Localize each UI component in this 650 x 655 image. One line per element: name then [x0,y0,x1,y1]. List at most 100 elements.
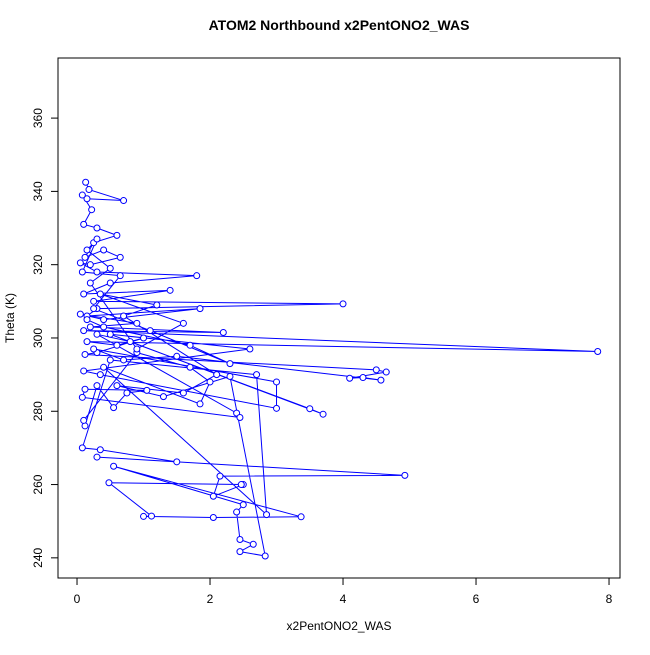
data-point [173,458,181,466]
data-point [83,316,91,324]
data-point [100,323,108,331]
data-point [237,481,245,489]
data-point [80,290,88,298]
data-point [81,253,89,261]
data-point [179,389,187,397]
data-point [83,338,91,346]
data-point [166,286,174,294]
data-point [382,368,390,376]
data-point [78,191,86,199]
data-point [120,312,128,320]
data-point [196,400,204,408]
data-point [93,268,101,276]
data-point [86,261,94,269]
data-point [80,367,88,375]
data-point [219,328,227,336]
data-point [110,404,118,412]
data-point [86,323,94,331]
data-point [85,186,93,194]
data-point [339,300,347,308]
data-point [93,453,101,461]
data-point [106,279,114,287]
data-point [273,404,281,412]
data-point [113,341,121,349]
data-point [90,305,98,313]
data-point [401,471,409,479]
data-point [90,297,98,305]
y-tick-label: 260 [31,474,45,494]
data-point [226,360,234,368]
data-point [120,356,128,364]
data-point [96,290,104,298]
data-point [80,327,88,335]
data-point [93,382,101,390]
data-point [346,374,354,382]
data-point [110,462,118,470]
x-tick-label: 8 [606,592,613,606]
data-point [90,345,98,353]
y-tick-label: 240 [31,548,45,568]
plot-frame [57,57,621,579]
data-point [253,371,261,379]
data-point [140,512,148,520]
data-point [359,374,367,382]
data-point [226,372,234,380]
data-point [93,235,101,243]
data-point [78,268,86,276]
data-point [273,378,281,386]
data-point [80,416,88,424]
data-point [113,231,121,239]
x-tick-label: 4 [340,592,347,606]
y-tick-label: 300 [31,328,45,348]
data-point [148,512,156,520]
data-point [106,264,114,272]
data-point [372,366,380,374]
data-point [100,363,108,371]
data-point [239,501,247,509]
data-point [249,540,257,548]
data-point [196,305,204,313]
data-point [76,259,84,267]
data-point [76,310,84,318]
data-point [186,363,194,371]
data-point [88,206,96,214]
data-point [100,316,108,324]
data-point [186,341,194,349]
data-point [96,371,104,379]
data-point [263,511,271,519]
chart-title: ATOM2 Northbound x2PentONO2_WAS [209,17,470,33]
data-point [193,272,201,280]
data-point [159,393,167,401]
data-point [206,378,214,386]
x-tick-label: 6 [473,592,480,606]
y-tick-label: 320 [31,254,45,274]
data-point [140,334,148,342]
data-point [236,413,244,421]
data-point [100,246,108,254]
data-point [82,178,90,186]
data-point [319,410,327,418]
data-point [93,330,101,338]
data-line [80,182,598,557]
data-point [377,376,385,384]
data-point [80,220,88,228]
data-point [173,352,181,360]
data-point [81,350,89,358]
data-point [93,224,101,232]
data-point [86,279,94,287]
data-point [213,371,221,379]
y-tick-label: 280 [31,401,45,421]
data-point [120,197,128,205]
data-point [78,444,86,452]
data-point [236,536,244,544]
data-point [306,405,314,413]
data-point [297,513,305,521]
x-tick-label: 0 [74,592,81,606]
data-point [83,246,91,254]
x-tick-label: 2 [207,592,214,606]
data-point [261,552,269,560]
data-point [126,338,134,346]
data-point [143,386,151,394]
data-point [96,446,104,454]
